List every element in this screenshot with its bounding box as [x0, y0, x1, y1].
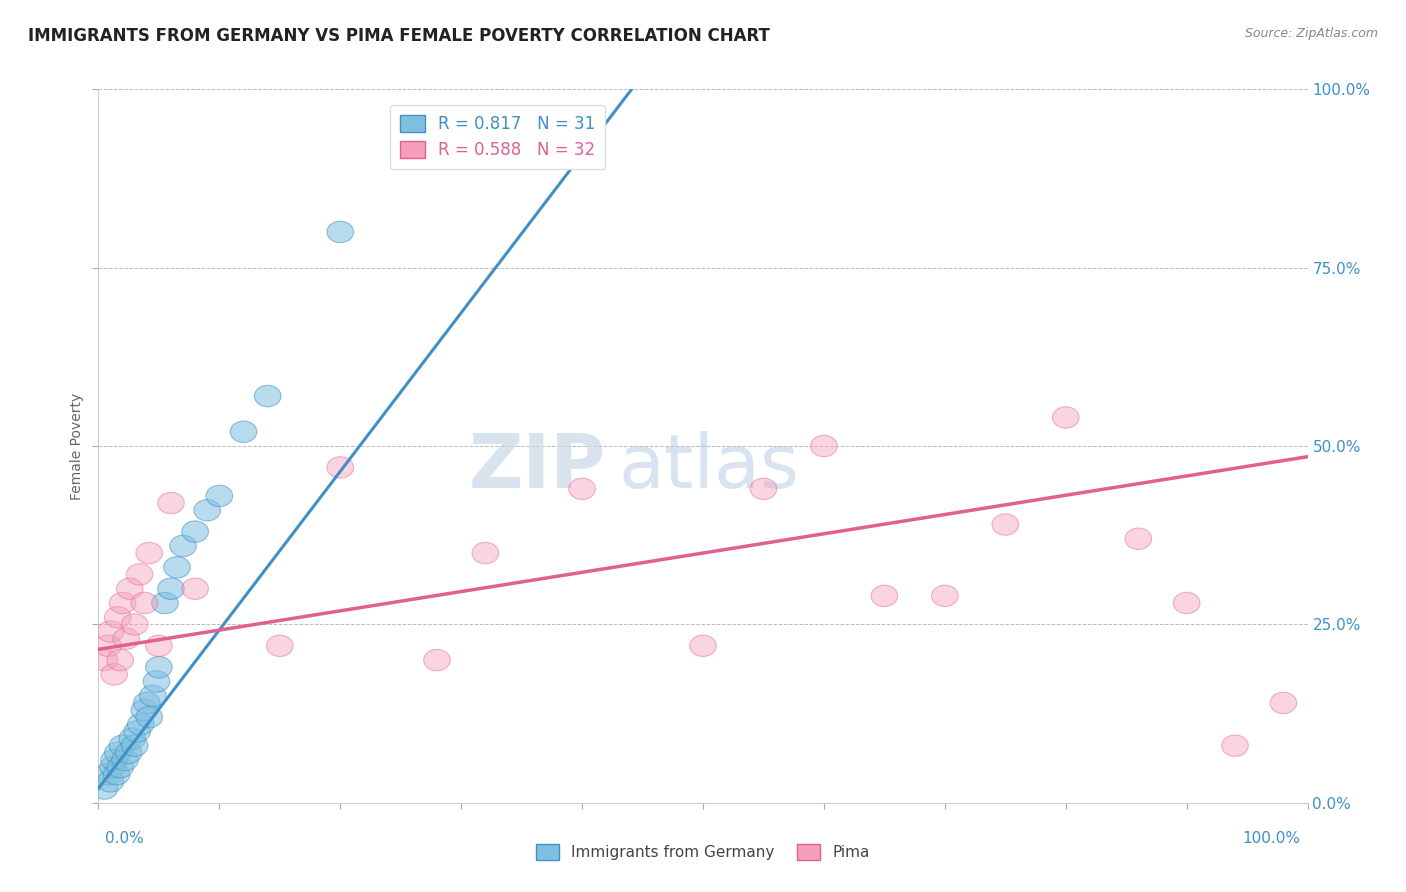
Ellipse shape	[136, 542, 163, 564]
Ellipse shape	[131, 592, 157, 614]
Ellipse shape	[110, 735, 136, 756]
Ellipse shape	[690, 635, 716, 657]
Ellipse shape	[101, 664, 128, 685]
Ellipse shape	[143, 671, 170, 692]
Ellipse shape	[134, 692, 160, 714]
Ellipse shape	[146, 635, 172, 657]
Ellipse shape	[569, 478, 595, 500]
Ellipse shape	[107, 649, 134, 671]
Ellipse shape	[104, 742, 131, 764]
Ellipse shape	[94, 635, 121, 657]
Ellipse shape	[163, 557, 190, 578]
Ellipse shape	[170, 535, 197, 557]
Ellipse shape	[207, 485, 232, 507]
Ellipse shape	[1053, 407, 1078, 428]
Text: 100.0%: 100.0%	[1243, 831, 1301, 846]
Ellipse shape	[127, 564, 153, 585]
Text: atlas: atlas	[619, 431, 800, 504]
Ellipse shape	[128, 714, 155, 735]
Ellipse shape	[121, 614, 148, 635]
Ellipse shape	[131, 699, 157, 721]
Legend: R = 0.817   N = 31, R = 0.588   N = 32: R = 0.817 N = 31, R = 0.588 N = 32	[389, 104, 605, 169]
Ellipse shape	[152, 592, 179, 614]
Ellipse shape	[136, 706, 163, 728]
Ellipse shape	[111, 749, 138, 771]
Ellipse shape	[103, 764, 129, 785]
Ellipse shape	[1222, 735, 1249, 756]
Ellipse shape	[181, 521, 208, 542]
Ellipse shape	[157, 578, 184, 599]
Ellipse shape	[91, 778, 118, 799]
Ellipse shape	[423, 649, 450, 671]
Text: Source: ZipAtlas.com: Source: ZipAtlas.com	[1244, 27, 1378, 40]
Ellipse shape	[811, 435, 837, 457]
Ellipse shape	[97, 621, 124, 642]
Ellipse shape	[932, 585, 957, 607]
Ellipse shape	[993, 514, 1018, 535]
Ellipse shape	[194, 500, 221, 521]
Ellipse shape	[117, 578, 143, 599]
Ellipse shape	[104, 607, 131, 628]
Ellipse shape	[254, 385, 281, 407]
Ellipse shape	[107, 756, 134, 778]
Ellipse shape	[110, 592, 136, 614]
Ellipse shape	[112, 628, 139, 649]
Ellipse shape	[181, 578, 208, 599]
Ellipse shape	[267, 635, 292, 657]
Ellipse shape	[101, 749, 128, 771]
Ellipse shape	[328, 221, 353, 243]
Text: IMMIGRANTS FROM GERMANY VS PIMA FEMALE POVERTY CORRELATION CHART: IMMIGRANTS FROM GERMANY VS PIMA FEMALE P…	[28, 27, 770, 45]
Text: 0.0%: 0.0%	[105, 831, 145, 846]
Ellipse shape	[100, 756, 127, 778]
Ellipse shape	[1174, 592, 1199, 614]
Ellipse shape	[97, 771, 124, 792]
Text: ZIP: ZIP	[470, 431, 606, 504]
Ellipse shape	[115, 742, 142, 764]
Ellipse shape	[472, 542, 499, 564]
Ellipse shape	[751, 478, 776, 500]
Ellipse shape	[91, 649, 118, 671]
Ellipse shape	[139, 685, 166, 706]
Ellipse shape	[328, 457, 353, 478]
Ellipse shape	[120, 728, 146, 749]
Ellipse shape	[1270, 692, 1296, 714]
Ellipse shape	[121, 735, 148, 756]
Ellipse shape	[94, 764, 121, 785]
Ellipse shape	[157, 492, 184, 514]
Ellipse shape	[1125, 528, 1152, 549]
Ellipse shape	[146, 657, 172, 678]
Ellipse shape	[124, 721, 150, 742]
Ellipse shape	[231, 421, 257, 442]
Legend: Immigrants from Germany, Pima: Immigrants from Germany, Pima	[530, 838, 876, 866]
Y-axis label: Female Poverty: Female Poverty	[70, 392, 84, 500]
Ellipse shape	[872, 585, 897, 607]
